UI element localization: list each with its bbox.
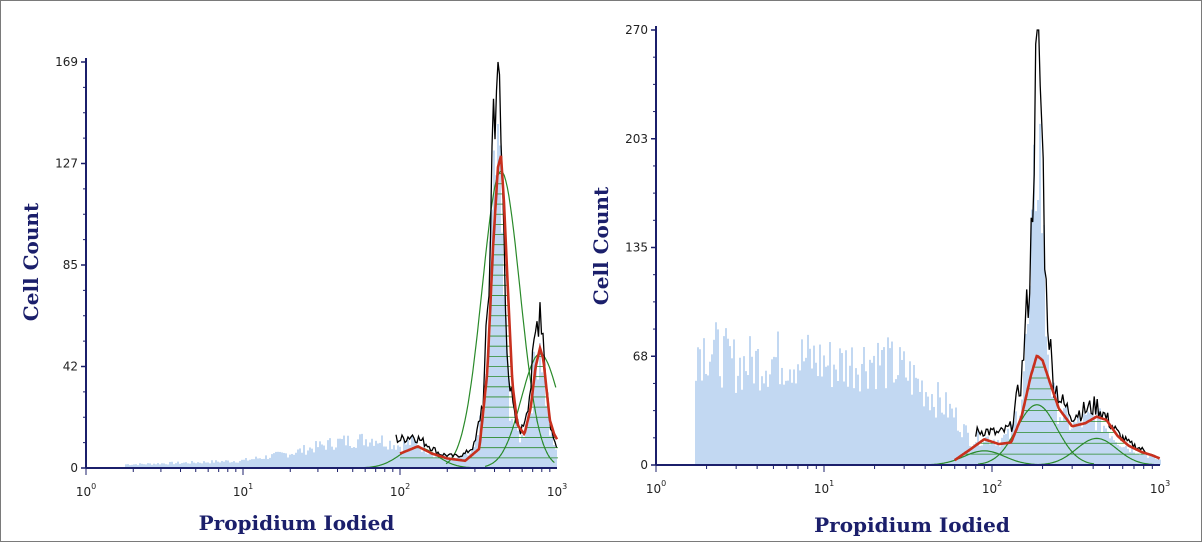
x-tick-label: 102 bbox=[390, 482, 410, 499]
x-axis-title-left: Propidium Iodied bbox=[199, 511, 395, 535]
gaussian-component bbox=[445, 170, 555, 465]
y-tick-label: 135 bbox=[625, 241, 648, 255]
gaussian-component bbox=[925, 450, 1042, 466]
x-axis-title-right: Propidium Iodied bbox=[814, 513, 1010, 537]
axes-left bbox=[81, 58, 557, 475]
gaussian-components-right bbox=[925, 404, 1154, 466]
hatch-lines-right bbox=[963, 366, 1149, 455]
x-tick-label: 103 bbox=[547, 482, 567, 499]
gaussian-component bbox=[1037, 437, 1154, 466]
x-tick-labels-left: 100 101 102 103 bbox=[76, 482, 567, 499]
chart-left: 0 42 85 127 169 100 101 102 103 Cell Count Prop… bbox=[19, 55, 567, 535]
y-tick-label: 85 bbox=[63, 258, 78, 272]
gaussian-component bbox=[978, 404, 1095, 465]
axes-right bbox=[651, 26, 1160, 472]
x-tick-label: 101 bbox=[233, 482, 253, 499]
y-tick-label: 169 bbox=[55, 55, 78, 69]
histogram-bars-right bbox=[695, 123, 1161, 465]
histogram-bars-left bbox=[125, 124, 557, 468]
x-tick-labels-right: 100 101 102 103 bbox=[646, 479, 1170, 496]
fit-curve-left bbox=[399, 155, 559, 463]
y-tick-label: 127 bbox=[55, 157, 78, 171]
x-tick-label: 103 bbox=[1150, 479, 1170, 496]
y-tick-label: 42 bbox=[63, 360, 78, 374]
x-tick-label: 100 bbox=[76, 482, 96, 499]
y-tick-labels-left: 0 42 85 127 169 bbox=[55, 55, 78, 475]
x-tick-label: 102 bbox=[982, 479, 1002, 496]
x-tick-label: 100 bbox=[646, 479, 666, 496]
y-tick-label: 270 bbox=[625, 23, 648, 37]
y-tick-label: 68 bbox=[633, 349, 648, 363]
y-tick-label: 0 bbox=[70, 461, 78, 475]
y-axis-title-left: Cell Count bbox=[19, 202, 43, 321]
y-tick-label: 203 bbox=[625, 132, 648, 146]
raw-data-line-right bbox=[975, 29, 1160, 460]
fit-curve-right bbox=[953, 354, 1161, 462]
raw-data-line-left bbox=[395, 61, 558, 458]
y-tick-label: 0 bbox=[640, 458, 648, 472]
y-axis-title-right: Cell Count bbox=[589, 186, 613, 305]
chart-right: 0 68 135 203 270 100 101 102 103 Cell Count Pro… bbox=[589, 23, 1170, 537]
y-tick-labels-right: 0 68 135 203 270 bbox=[625, 23, 648, 472]
x-tick-label: 101 bbox=[814, 479, 834, 496]
